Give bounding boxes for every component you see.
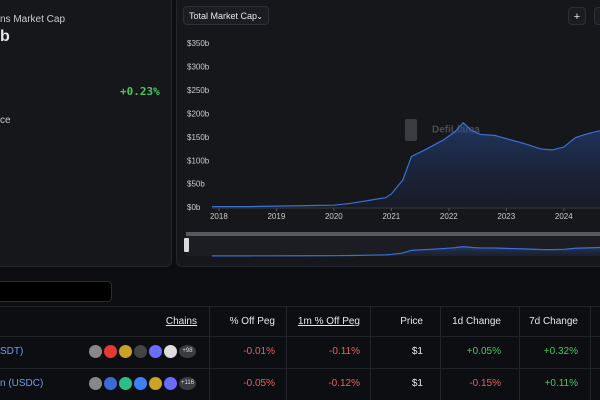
column-header[interactable]: 7d Change	[529, 316, 578, 327]
chain-icon	[149, 345, 162, 358]
column-separator	[209, 306, 210, 400]
cell: $1	[411, 378, 423, 389]
stablecoin-name[interactable]: n (USDC)	[0, 378, 44, 389]
cell: $1	[411, 346, 423, 357]
search-input[interactable]	[0, 281, 112, 302]
menu-button[interactable]	[594, 7, 600, 25]
y-tick-label: $150b	[187, 133, 210, 142]
x-tick-label: 2019	[267, 212, 285, 221]
x-tick-label: 2024	[555, 212, 573, 221]
chain-icon	[134, 377, 147, 390]
chain-icon	[119, 377, 132, 390]
cell: +0.11%	[544, 378, 578, 389]
chain-icon	[149, 377, 162, 390]
column-header[interactable]: 1d Change	[452, 316, 501, 327]
watermark-icon	[405, 119, 417, 141]
column-separator	[519, 306, 520, 400]
chain-icon	[164, 345, 177, 358]
chain-icon	[164, 377, 177, 390]
cell: -0.11%	[329, 346, 360, 357]
add-button[interactable]: +	[568, 7, 586, 25]
chain-icon	[104, 345, 117, 358]
column-separator	[440, 306, 441, 400]
chain-icon	[119, 345, 132, 358]
brush-handle[interactable]	[184, 238, 189, 252]
y-tick-label: $200b	[187, 109, 210, 118]
column-separator	[590, 306, 591, 400]
x-tick-label: 2018	[210, 212, 228, 221]
summary-title: ns Market Cap	[0, 14, 66, 25]
chain-icon	[89, 345, 102, 358]
column-header[interactable]: % Off Peg	[229, 316, 275, 327]
cell: -0.01%	[243, 346, 275, 357]
chain-icon	[89, 377, 102, 390]
chains-more: +98	[179, 345, 196, 358]
y-tick-label: $300b	[187, 63, 210, 72]
divider	[0, 306, 600, 307]
x-tick-label: 2020	[325, 212, 343, 221]
column-header[interactable]: Chains	[165, 316, 197, 327]
cell: +0.05%	[466, 346, 501, 357]
y-tick-label: $0b	[187, 203, 201, 212]
y-tick-label: $250b	[187, 86, 210, 95]
cell: +0.32%	[543, 346, 578, 357]
chevron: ⌄	[256, 12, 263, 21]
series-line	[212, 121, 600, 208]
chains-more: +116	[179, 377, 196, 390]
summary-card	[0, 0, 172, 267]
chart-card	[176, 0, 600, 267]
cell: -0.12%	[328, 378, 360, 389]
x-tick-label: 2022	[440, 212, 458, 221]
stablecoin-name[interactable]: SDT)	[0, 346, 24, 357]
y-tick-label: $350b	[187, 39, 210, 48]
row-divider	[0, 336, 600, 337]
y-tick-label: $50b	[187, 180, 205, 189]
chart: DefiLlama $0b$50b$100b$150b$200b$250b$30…	[184, 39, 600, 257]
chain-icon	[104, 377, 117, 390]
dropdown[interactable]: Total Market Cap ⌄	[183, 6, 269, 25]
brush-series-area	[212, 246, 600, 256]
x-tick-label: 2023	[497, 212, 515, 221]
cell: -0.15%	[469, 378, 501, 389]
chain-icon	[134, 345, 147, 358]
brush-series-line	[212, 246, 600, 257]
column-separator	[286, 306, 287, 400]
cell: -0.05%	[243, 378, 275, 389]
series-area	[212, 122, 600, 208]
dominance-label: ce	[0, 115, 11, 126]
brush-bar	[186, 232, 600, 236]
y-tick-label: $100b	[187, 156, 210, 165]
column-separator	[370, 306, 371, 400]
x-tick-label: 2021	[382, 212, 400, 221]
column-header[interactable]: 1m % Off Peg	[297, 316, 360, 327]
dropdown-label: Total Market Cap	[189, 11, 258, 21]
summary-value: b	[0, 28, 10, 45]
row-divider	[0, 368, 600, 369]
column-header[interactable]: Price	[400, 316, 423, 327]
change: +0.23%	[120, 85, 160, 98]
